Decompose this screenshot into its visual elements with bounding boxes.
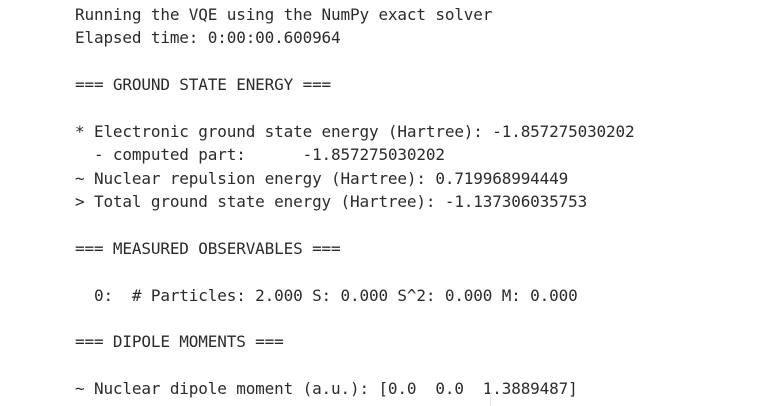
electronic-energy-line: * Electronic ground state energy (Hartre… [75,122,635,141]
dipole-heading: === DIPOLE MOMENTS === [75,332,284,351]
text-cursor [490,392,491,406]
run-status-line: Running the VQE using the NumPy exact so… [75,5,493,24]
observables-line: 0: # Particles: 2.000 S: 0.000 S^2: 0.00… [75,286,578,305]
observables-heading: === MEASURED OBSERVABLES === [75,239,341,258]
computed-part-line: - computed part: -1.857275030202 [75,145,445,164]
ground-state-heading: === GROUND STATE ENERGY === [75,75,332,94]
nuclear-dipole-line: ~ Nuclear dipole moment (a.u.): [0.0 0.0… [75,379,578,398]
elapsed-time-line: Elapsed time: 0:00:00.600964 [75,28,341,47]
nuclear-repulsion-line: ~ Nuclear repulsion energy (Hartree): 0.… [75,169,569,188]
total-energy-line: > Total ground state energy (Hartree): -… [75,192,588,211]
